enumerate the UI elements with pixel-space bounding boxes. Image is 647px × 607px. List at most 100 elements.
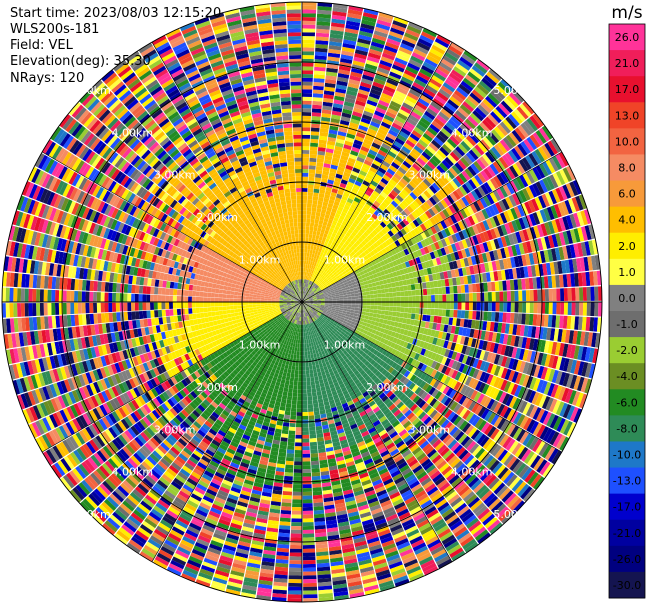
- velocity-gate: [290, 415, 297, 420]
- velocity-gate: [433, 224, 441, 233]
- velocity-gate: [552, 288, 557, 301]
- velocity-gate: [383, 258, 389, 265]
- velocity-gate: [451, 69, 465, 81]
- velocity-gate: [514, 145, 525, 159]
- velocity-gate: [497, 366, 505, 378]
- velocity-gate: [350, 203, 357, 210]
- velocity-gate: [398, 46, 413, 56]
- velocity-gate: [359, 199, 366, 207]
- velocity-gate: [472, 109, 484, 122]
- velocity-gate: [419, 327, 425, 334]
- velocity-gate: [436, 222, 444, 231]
- velocity-gate: [450, 269, 456, 278]
- velocity-gate: [385, 273, 390, 280]
- velocity-gate: [464, 168, 474, 179]
- velocity-gate: [468, 132, 480, 144]
- velocity-gate: [405, 336, 411, 343]
- velocity-gate: [475, 283, 481, 293]
- velocity-gate: [328, 48, 341, 55]
- velocity-gate: [547, 235, 555, 249]
- velocity-gate: [330, 309, 336, 313]
- velocity-gate: [306, 252, 310, 257]
- velocity-gate: [303, 290, 305, 295]
- velocity-gate: [327, 136, 337, 143]
- velocity-gate: [352, 142, 362, 150]
- velocity-gate: [306, 256, 309, 261]
- velocity-gate: [310, 215, 316, 220]
- velocity-gate: [374, 110, 385, 118]
- velocity-gate: [337, 277, 342, 281]
- velocity-gate: [526, 350, 533, 363]
- velocity-gate: [359, 170, 368, 177]
- velocity-gate: [372, 254, 378, 260]
- velocity-gate: [304, 295, 307, 299]
- velocity-gate: [512, 163, 522, 176]
- velocity-gate: [302, 66, 314, 71]
- velocity-gate: [556, 288, 561, 301]
- velocity-gate: [501, 154, 512, 167]
- velocity-gate: [471, 130, 483, 142]
- velocity-gate: [313, 299, 318, 301]
- velocity-gate: [361, 251, 367, 258]
- velocity-gate: [417, 120, 429, 130]
- velocity-gate: [305, 279, 308, 284]
- velocity-gate: [303, 552, 316, 557]
- velocity-gate: [323, 249, 328, 255]
- velocity-gate: [415, 302, 420, 308]
- velocity-gate: [349, 288, 354, 292]
- velocity-gate: [360, 117, 371, 125]
- velocity-gate: [362, 163, 371, 170]
- velocity-gate: [302, 176, 309, 181]
- velocity-gate: [411, 129, 422, 139]
- velocity-gate: [290, 373, 295, 378]
- velocity-gate: [336, 264, 342, 269]
- velocity-gate: [380, 270, 386, 276]
- velocity-gate: [348, 194, 356, 201]
- velocity-gate: [351, 213, 358, 219]
- velocity-gate: [465, 302, 470, 311]
- velocity-gate: [515, 176, 526, 189]
- velocity-gate: [543, 249, 550, 263]
- velocity-gate: [309, 304, 313, 307]
- velocity-gate: [326, 242, 332, 248]
- velocity-gate: [555, 170, 566, 186]
- velocity-gate: [484, 207, 493, 218]
- velocity-gate: [335, 257, 340, 263]
- velocity-gate: [308, 285, 312, 289]
- velocity-gate: [291, 400, 297, 405]
- velocity-gate: [373, 210, 381, 217]
- velocity-gate: [450, 342, 457, 351]
- velocity-gate: [450, 214, 458, 224]
- velocity-gate: [542, 263, 548, 276]
- velocity-gate: [304, 252, 307, 257]
- velocity-gate: [312, 483, 322, 488]
- velocity-gate: [306, 283, 309, 288]
- velocity-gate: [584, 378, 592, 394]
- velocity-gate: [547, 249, 554, 262]
- velocity-gate: [538, 163, 549, 177]
- velocity-gate: [320, 302, 325, 305]
- velocity-gate: [353, 163, 362, 170]
- velocity-gate: [316, 306, 321, 309]
- velocity-gate: [325, 238, 330, 243]
- velocity-gate: [562, 274, 568, 288]
- velocity-gate: [432, 322, 438, 330]
- velocity-gate: [325, 186, 333, 192]
- velocity-gate: [406, 318, 411, 325]
- velocity-gate: [386, 168, 396, 176]
- velocity-gate: [343, 281, 349, 286]
- velocity-gate: [566, 230, 574, 245]
- velocity-gate: [346, 291, 351, 295]
- velocity-gate: [292, 388, 298, 394]
- velocity-gate: [414, 186, 423, 195]
- velocity-gate: [313, 289, 317, 293]
- velocity-gate: [522, 374, 530, 387]
- velocity-gate: [440, 247, 447, 256]
- velocity-gate: [590, 255, 597, 271]
- velocity-gate: [309, 300, 314, 302]
- velocity-gate: [295, 434, 302, 439]
- velocity-gate: [302, 207, 307, 211]
- velocity-gate: [400, 177, 409, 186]
- velocity-gate: [318, 255, 322, 261]
- velocity-gate: [441, 263, 447, 272]
